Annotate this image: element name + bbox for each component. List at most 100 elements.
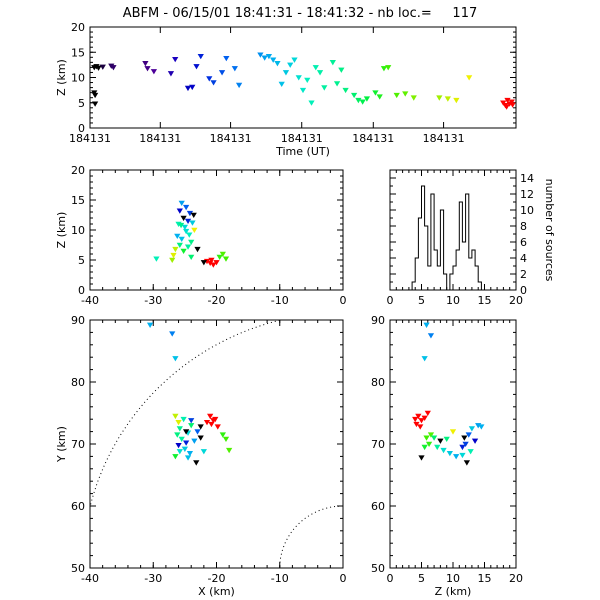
source-point	[385, 65, 392, 71]
source-point	[194, 429, 201, 435]
source-point	[176, 208, 183, 214]
histogram-bar	[456, 250, 459, 290]
source-point	[393, 92, 400, 99]
x-y-panel: -40 -30 -20 -10 0 50 60 70 80 90 X (km) Y (km)	[55, 314, 347, 598]
histogram-bar	[428, 266, 431, 290]
x_y-x-tick-label: -20	[208, 572, 226, 585]
source-point	[423, 322, 430, 328]
source-point	[207, 413, 214, 420]
source-point	[421, 356, 428, 362]
x_y-x-tick-label: -30	[144, 572, 162, 585]
source-point	[423, 435, 430, 441]
source-point	[153, 256, 160, 262]
z_y-y-tick-label: 50	[371, 562, 385, 575]
source-point	[206, 76, 213, 82]
source-point	[412, 416, 419, 423]
x_y-x-tick-label: -10	[271, 572, 289, 585]
source-point	[261, 55, 268, 61]
source-point	[219, 432, 226, 438]
source-point	[222, 436, 230, 443]
source-point	[214, 424, 221, 430]
time_height-y-tick-label: 20	[71, 21, 85, 34]
x-z-panel: -40 -30 -20 -10 0 0 5 10 15 20 Z (km)	[55, 164, 347, 307]
time_height-x-tick-label: 184131	[210, 132, 252, 145]
histogram-y-axis-label: number of sources	[543, 179, 556, 282]
x_z-x-tick-label: -40	[81, 294, 99, 307]
time_height-y-axis-label: Z (km)	[55, 59, 68, 96]
histogram-bar	[469, 258, 472, 290]
source-point	[184, 455, 192, 461]
source-point	[188, 239, 195, 245]
time_height-x-tick-label: 184131	[69, 132, 111, 145]
source-point	[274, 61, 281, 67]
source-point	[189, 84, 196, 91]
source-point	[183, 440, 190, 446]
source-point	[333, 81, 341, 87]
x_y-frame	[89, 319, 344, 569]
x_z-y-tick-label: 20	[71, 164, 85, 177]
histogram-y-tick-label: 2	[520, 268, 527, 281]
source-point	[223, 56, 230, 62]
source-point	[257, 52, 264, 58]
source-point	[226, 447, 233, 454]
source-point	[208, 257, 215, 263]
x_y-y-axis-label: Y (km)	[55, 426, 68, 463]
histogram-bar	[437, 266, 440, 290]
source-point	[372, 90, 379, 96]
source-point	[342, 87, 349, 94]
source-point	[188, 423, 195, 429]
source-point	[175, 420, 182, 426]
source-point	[189, 220, 196, 226]
source-point	[424, 410, 431, 416]
source-point	[425, 441, 433, 447]
z-y-panel: 0 5 10 15 20 50 60 70 80 90 Z (km)	[371, 314, 523, 598]
z_y-y-tick-label: 80	[371, 376, 385, 389]
source-point	[197, 53, 204, 60]
source-point	[186, 232, 193, 238]
source-point	[282, 70, 290, 76]
source-point	[471, 438, 479, 444]
x_y-y-tick-label: 90	[71, 314, 85, 327]
source-point	[191, 227, 198, 233]
source-point	[355, 97, 362, 104]
source-point	[188, 254, 195, 260]
x_y-y-tick-label: 70	[71, 438, 85, 451]
source-point	[421, 415, 428, 421]
z_y-frame	[389, 319, 517, 569]
figure-title: ABFM - 06/15/01 18:41:31 - 18:41:32 - nb…	[123, 6, 478, 21]
x_z-y-tick-label: 15	[71, 194, 85, 207]
source-point	[218, 70, 226, 76]
time_height-frame	[89, 26, 517, 129]
source-point	[500, 100, 507, 106]
x_y-y-tick-label: 60	[71, 500, 85, 513]
histogram-x-tick-label: 15	[478, 294, 492, 307]
source-point	[478, 424, 485, 430]
histogram-y-tick-label: 4	[520, 252, 527, 265]
source-point	[418, 455, 425, 461]
x_z-x-tick-label: -20	[208, 294, 226, 307]
source-point	[191, 438, 198, 444]
x_z-frame	[89, 169, 344, 291]
source-point	[181, 446, 189, 452]
source-point	[176, 449, 183, 455]
source-point	[178, 436, 185, 443]
source-point	[235, 82, 243, 89]
source-point	[183, 228, 190, 235]
source-point	[190, 212, 197, 218]
source-point	[461, 435, 468, 441]
source-point	[200, 260, 207, 266]
source-point	[150, 69, 158, 75]
source-point	[304, 77, 311, 84]
source-point	[467, 449, 474, 455]
x_z-y-axis-label: Z (km)	[55, 212, 68, 249]
source-point	[200, 449, 207, 455]
range-circle-outer	[90, 320, 283, 509]
source-point	[172, 246, 179, 253]
time_height-x-axis-label: Time (UT)	[275, 145, 330, 158]
source-point	[376, 94, 383, 100]
source-point	[188, 418, 195, 424]
source-point	[380, 66, 388, 72]
histogram-x-tick-label: 5	[418, 294, 425, 307]
source-point	[430, 435, 438, 441]
